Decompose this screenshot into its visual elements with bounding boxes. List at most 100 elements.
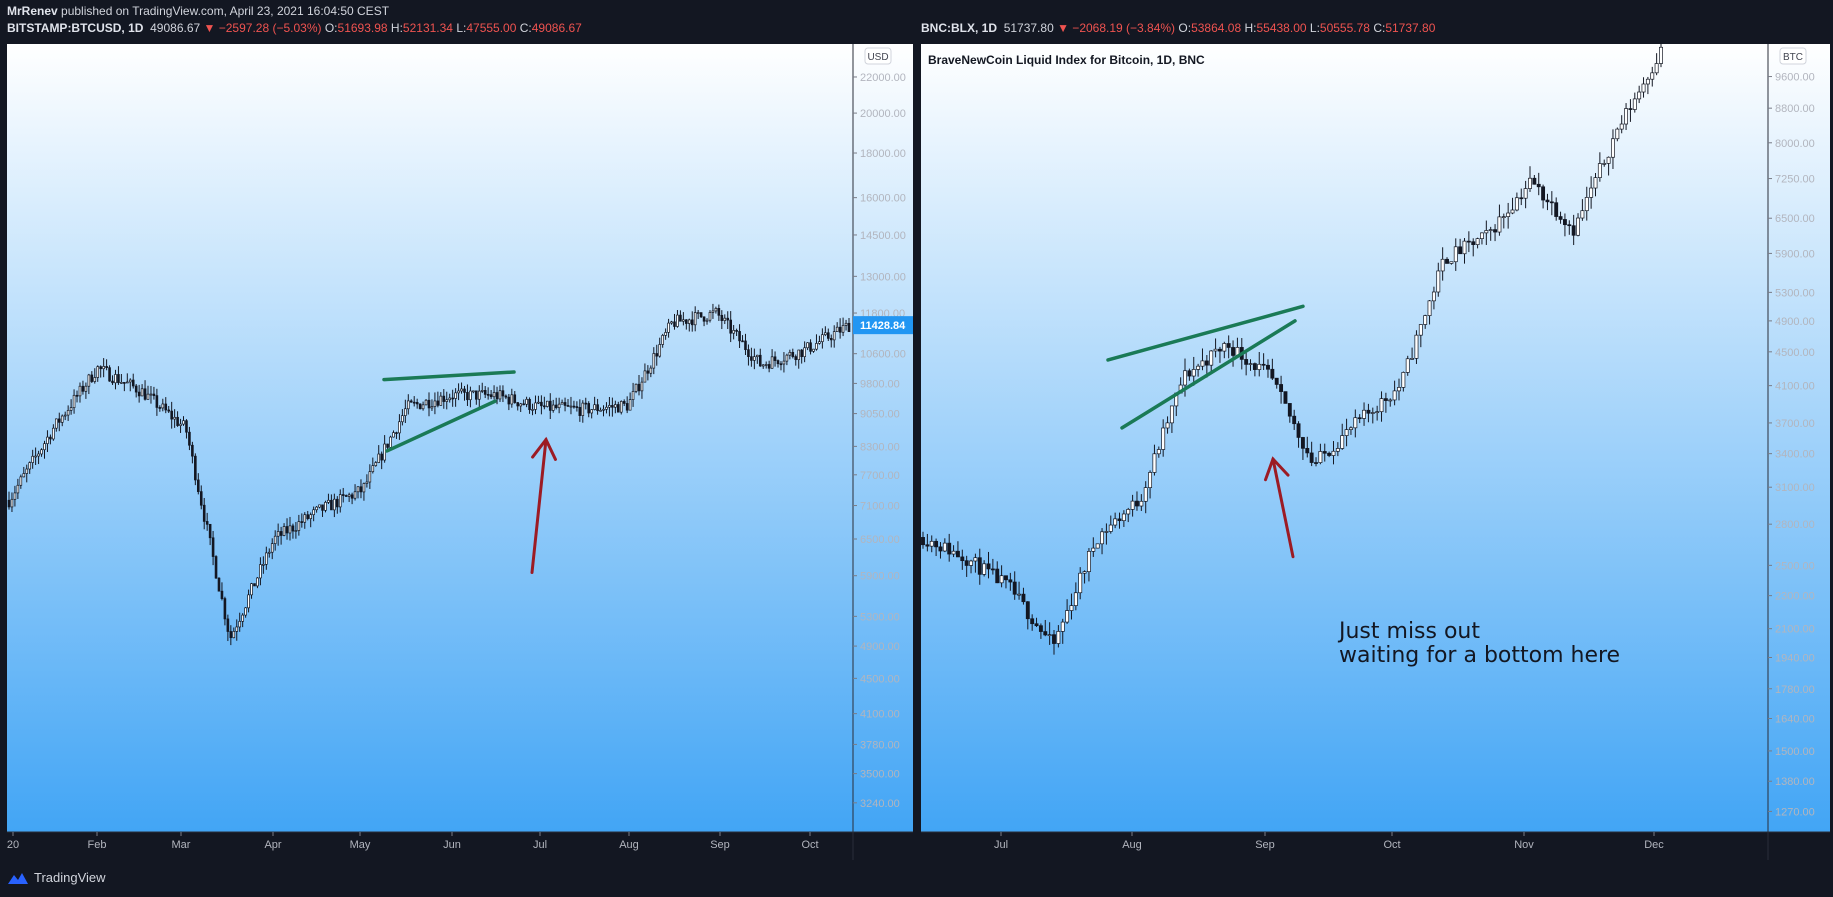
btcusd-chart[interactable]: 3240.00 3500.00 3780.00 4100.00 4500.00 4900.… — [7, 44, 913, 860]
candle-body — [1279, 384, 1284, 392]
trendline-1 — [1120, 319, 1297, 430]
candle-body — [934, 540, 939, 548]
candle-body — [146, 393, 150, 400]
candle-body — [1353, 417, 1358, 429]
candle-body — [1065, 610, 1070, 623]
price-tick-label: 6500.00 — [860, 534, 900, 546]
candle-body — [1078, 572, 1083, 594]
candle-body — [821, 334, 824, 343]
price-tick-label: 3240.00 — [860, 798, 900, 810]
left-change: ▼ −2597.28 (−5.03%) — [203, 21, 322, 35]
price-tick-label: 7100.00 — [860, 501, 900, 513]
candle-body — [330, 499, 333, 511]
candle-body — [111, 380, 114, 384]
candle-body — [1659, 46, 1663, 64]
candle-body — [812, 348, 815, 352]
candle-body — [401, 415, 404, 423]
candle-body — [25, 468, 29, 474]
candle-body — [661, 335, 664, 345]
candle-body — [1558, 216, 1563, 220]
candle-body — [13, 492, 17, 500]
candle-body — [1231, 347, 1235, 356]
candle-body — [1628, 108, 1633, 110]
right-low: 50555.78 — [1319, 21, 1370, 35]
left-c-label: C: — [519, 21, 532, 35]
candle-body — [1427, 300, 1432, 316]
candle-body — [806, 342, 809, 349]
candle-body — [19, 476, 23, 486]
candle-body — [1632, 98, 1637, 110]
blx-chart[interactable]: 1270.00 1380.00 1500.00 1640.00 1780.00 1940.… — [921, 44, 1830, 860]
candle-body — [40, 449, 43, 455]
candle-body — [338, 494, 342, 508]
currency-label: USD — [867, 52, 888, 63]
candle-body — [356, 486, 360, 493]
candle-body — [16, 484, 20, 494]
candle-body — [143, 388, 147, 400]
candle-body — [779, 363, 783, 366]
tradingview-footer[interactable]: TradingView — [7, 870, 106, 885]
time-tick-label: Oct — [1383, 839, 1400, 851]
candle-body — [554, 404, 558, 409]
candle-body — [1095, 543, 1100, 549]
candle-body — [232, 631, 236, 639]
time-tick-label: Sep — [1255, 839, 1275, 851]
candle-body — [469, 390, 472, 401]
candle-body — [389, 436, 392, 448]
candle-body — [1200, 360, 1205, 367]
price-tick-label: 5900.00 — [860, 571, 900, 583]
candle-body — [590, 409, 593, 414]
right-symbol[interactable]: BNC:BLX, 1D — [921, 21, 998, 35]
candle-body — [152, 393, 156, 396]
candle-body — [791, 351, 795, 357]
candle-body — [999, 575, 1004, 584]
price-tick-label: 20000.00 — [860, 108, 906, 120]
candle-body — [244, 607, 247, 616]
candle-body — [925, 544, 930, 547]
candle-body — [1536, 183, 1541, 188]
candle-body — [421, 404, 425, 410]
candle-body — [1514, 197, 1519, 211]
candle-body — [608, 405, 611, 408]
candle-body — [1117, 518, 1122, 522]
candle-body — [1410, 358, 1415, 360]
candle-body — [643, 370, 647, 383]
candle-body — [312, 509, 315, 516]
candle-body — [256, 577, 259, 587]
candle-body — [1480, 232, 1484, 239]
candle-body — [7, 499, 11, 508]
candle-body — [995, 568, 1000, 584]
candle-body — [173, 416, 176, 420]
candle-body — [818, 341, 821, 344]
candle-body — [448, 397, 452, 401]
candle-body — [510, 394, 514, 405]
candle-body — [1523, 188, 1528, 199]
candle-body — [829, 338, 833, 341]
candle-body — [566, 405, 570, 407]
author-name[interactable]: MrRenev — [7, 4, 58, 18]
candle-body — [436, 400, 440, 406]
candle-body — [655, 353, 659, 357]
last-price-badge — [853, 316, 913, 335]
candle-body — [1497, 216, 1502, 233]
time-tick-label: Dec — [1644, 839, 1664, 851]
candle-body — [350, 494, 354, 499]
candle-body — [1148, 472, 1153, 488]
price-tick-label: 2500.00 — [1775, 560, 1815, 572]
candle-body — [327, 499, 330, 503]
candle-body — [797, 349, 801, 361]
candle-body — [738, 331, 741, 342]
candle-body — [480, 390, 484, 392]
candle-body — [693, 312, 697, 326]
candle-body — [1375, 411, 1380, 414]
candle-body — [682, 319, 685, 322]
candle-body — [445, 399, 449, 402]
candle-body — [1445, 258, 1449, 264]
candle-body — [392, 432, 395, 438]
price-tick-label: 8000.00 — [1775, 138, 1815, 150]
candle-body — [616, 404, 620, 413]
chart-background — [921, 44, 1830, 832]
candle-body — [841, 325, 845, 333]
left-symbol[interactable]: BITSTAMP:BTCUSD, 1D — [7, 21, 144, 35]
price-tick-label: 7700.00 — [860, 470, 900, 482]
